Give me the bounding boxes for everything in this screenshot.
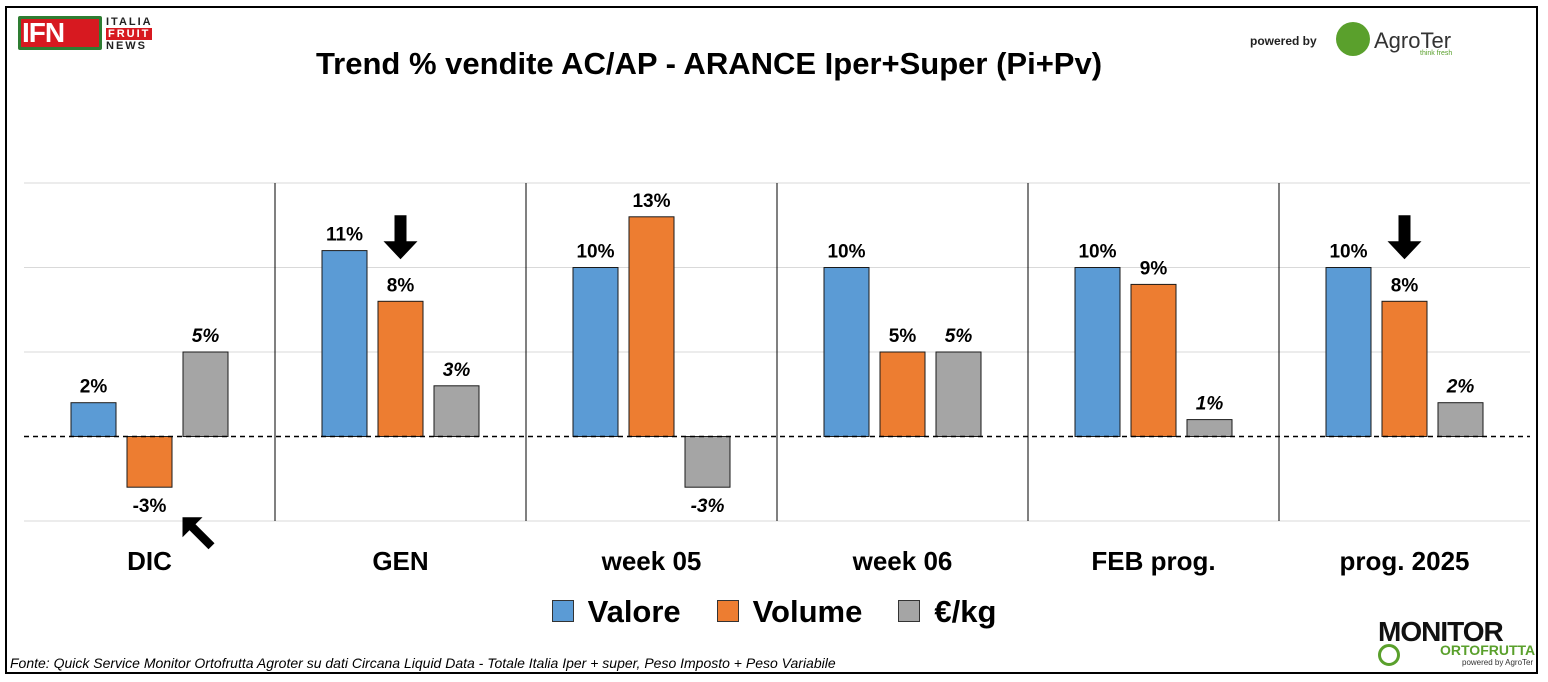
category-label: week 05 <box>601 546 702 576</box>
data-label: 2% <box>1446 377 1475 398</box>
data-label: -3% <box>133 496 167 517</box>
category-label: DIC <box>127 546 172 576</box>
monitor-ortofrutta-logo: MONITOR ORTOFRUTTA powered by AgroTer <box>1378 618 1538 672</box>
data-label: 2% <box>80 377 108 398</box>
category-label: GEN <box>372 546 428 576</box>
data-label: 8% <box>387 275 415 296</box>
bar-valore <box>70 402 117 438</box>
bar-volume <box>879 351 926 437</box>
data-label: 1% <box>1196 394 1224 415</box>
bar-valore <box>823 267 870 437</box>
ifn-logo-mark: IFN <box>18 16 102 50</box>
bar-kg <box>433 385 480 437</box>
monitor-logo-line2: ORTOFRUTTA <box>1440 642 1536 658</box>
legend-item: Volume <box>716 594 863 630</box>
legend-label: Valore <box>587 594 681 629</box>
ifn-logo-line1: ITALIA <box>106 16 153 28</box>
ifn-logo-text: IFN <box>22 17 65 48</box>
category-label: prog. 2025 <box>1339 546 1469 576</box>
chart-title: Trend % vendite AC/AP - ARANCE Iper+Supe… <box>315 46 1103 81</box>
bar-kg <box>684 436 731 488</box>
bar-volume <box>628 216 675 437</box>
data-label: 10% <box>1078 242 1116 263</box>
ifn-logo: IFN ITALIA FRUIT NEWS <box>18 16 168 56</box>
bar-valore <box>572 267 619 437</box>
source-note: Fonte: Quick Service Monitor Ortofrutta … <box>10 655 836 671</box>
legend-item: €/kg <box>898 594 996 630</box>
arrow-down-icon <box>383 215 418 260</box>
bar-kg <box>935 351 982 437</box>
data-label: 13% <box>632 191 670 212</box>
ifn-logo-wordmark: ITALIA FRUIT NEWS <box>106 16 153 52</box>
chart-legend: Valore Volume €/kg <box>0 594 1548 630</box>
powered-by-label: powered by <box>1250 34 1317 48</box>
bar-valore <box>1074 267 1121 437</box>
data-label: 3% <box>443 360 471 381</box>
bar-volume <box>126 436 173 488</box>
bar-volume <box>1130 283 1177 437</box>
agroter-logo-tagline: think fresh <box>1420 50 1453 57</box>
bar-volume <box>377 300 424 437</box>
bar-volume <box>1381 300 1428 437</box>
tree-icon <box>1336 22 1370 56</box>
data-label: 10% <box>1329 242 1367 263</box>
bar-valore <box>321 250 368 437</box>
ifn-logo-line3: NEWS <box>106 40 147 52</box>
data-label: 5% <box>889 326 917 347</box>
legend-swatch <box>551 599 574 622</box>
agroter-logo-name: AgroTer <box>1374 28 1452 53</box>
magnifier-icon <box>1378 644 1400 666</box>
bar-valore <box>1325 267 1372 437</box>
category-label: week 06 <box>852 546 953 576</box>
monitor-logo-line1: MONITOR <box>1378 616 1504 647</box>
data-label: 10% <box>576 242 614 263</box>
chart-frame <box>5 6 1538 674</box>
data-label: 10% <box>827 242 865 263</box>
legend-swatch <box>716 599 739 622</box>
legend-label: Volume <box>752 594 863 629</box>
arrow-down-icon <box>1387 215 1422 260</box>
legend-swatch <box>898 599 921 622</box>
bar-kg <box>182 351 229 437</box>
data-label: 8% <box>1391 275 1419 296</box>
data-label: 9% <box>1140 258 1168 279</box>
data-label: 5% <box>945 326 973 347</box>
bar-kg <box>1437 402 1484 438</box>
category-label: FEB prog. <box>1091 546 1215 576</box>
legend-item: Valore <box>551 594 681 630</box>
arrow-up-left-icon <box>182 517 215 550</box>
bar-kg <box>1186 419 1233 438</box>
ifn-logo-line2: FRUIT <box>106 28 153 40</box>
agroter-logo: AgroTer think fresh <box>1336 22 1466 62</box>
data-label: -3% <box>691 496 725 517</box>
legend-label: €/kg <box>934 594 997 629</box>
data-label: 5% <box>192 326 220 347</box>
monitor-logo-line3: powered by AgroTer <box>1462 658 1534 667</box>
data-label: 11% <box>326 225 363 246</box>
